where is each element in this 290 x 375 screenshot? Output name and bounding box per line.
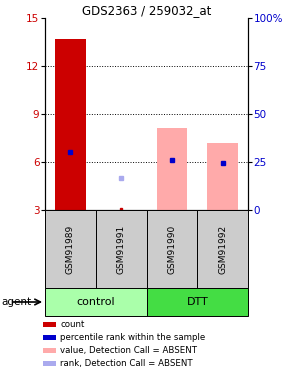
Bar	[146, 288, 248, 316]
Text: control: control	[77, 297, 115, 307]
Bar	[197, 210, 248, 288]
Text: agent: agent	[1, 297, 32, 307]
Title: GDS2363 / 259032_at: GDS2363 / 259032_at	[82, 4, 211, 17]
Text: GSM91990: GSM91990	[167, 224, 176, 274]
Bar	[96, 210, 146, 288]
Bar	[157, 128, 187, 210]
Text: rank, Detection Call = ABSENT: rank, Detection Call = ABSENT	[60, 359, 193, 368]
Bar	[44, 348, 56, 353]
Text: count: count	[60, 320, 84, 329]
Bar	[45, 210, 96, 288]
Bar	[44, 335, 56, 340]
Bar	[146, 210, 197, 288]
Text: GSM91991: GSM91991	[117, 224, 126, 274]
Text: value, Detection Call = ABSENT: value, Detection Call = ABSENT	[60, 346, 197, 355]
Text: percentile rank within the sample: percentile rank within the sample	[60, 333, 205, 342]
Text: GSM91989: GSM91989	[66, 224, 75, 274]
Bar	[44, 322, 56, 327]
Bar	[45, 288, 146, 316]
Text: DTT: DTT	[186, 297, 208, 307]
Bar	[44, 361, 56, 366]
Bar	[207, 143, 238, 210]
Bar	[55, 39, 86, 210]
Text: GSM91992: GSM91992	[218, 224, 227, 274]
